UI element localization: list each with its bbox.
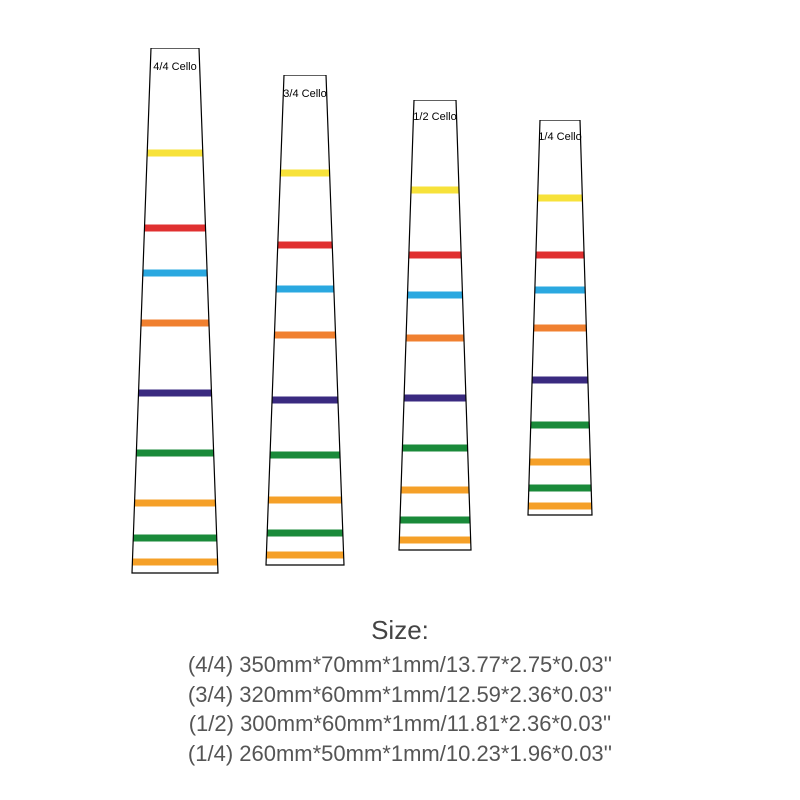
fret-stripe <box>137 390 214 397</box>
fret-stripe <box>526 503 593 510</box>
fret-stripe <box>397 537 472 544</box>
fret-stripe <box>134 450 215 457</box>
diagram-canvas: 4/4 Cello 3/4 Cello 1/2 Cello 1/4 Cello … <box>0 0 800 800</box>
fret-stripe <box>527 485 593 492</box>
size-block: Size: (4/4) 350mm*70mm*1mm/13.77*2.75*0.… <box>0 615 800 769</box>
fret-stripe <box>142 225 207 232</box>
fret-stripe <box>278 170 331 177</box>
fret-stripe <box>265 530 345 537</box>
fret-stripe <box>407 252 463 259</box>
fret-stripe <box>264 552 345 559</box>
fret-stripe <box>398 517 472 524</box>
fret-stripe <box>406 292 465 299</box>
fingerboard-outline <box>266 75 344 565</box>
fret-stripe <box>276 242 334 249</box>
size-title: Size: <box>0 615 800 646</box>
size-line-3: (1/4) 260mm*50mm*1mm/10.23*1.96*0.03'' <box>0 739 800 769</box>
fret-stripe <box>404 335 466 342</box>
fret-stripe <box>536 195 585 202</box>
fret-stripe <box>266 497 343 504</box>
fingerboard-44: 4/4 Cello <box>130 48 220 575</box>
fingerboard-12: 1/2 Cello <box>397 100 473 552</box>
fret-stripe <box>131 535 218 542</box>
fret-stripe <box>529 422 592 429</box>
fret-stripe <box>528 459 593 466</box>
size-line-2: (1/2) 300mm*60mm*1mm/11.81*2.36*0.03'' <box>0 709 800 739</box>
fret-stripe <box>272 332 337 339</box>
fret-stripe <box>530 377 590 384</box>
fingerboard-label: 4/4 Cello <box>153 61 196 73</box>
fingerboard-label: 1/2 Cello <box>413 111 456 123</box>
fret-stripe <box>133 500 218 507</box>
fret-stripe <box>130 559 219 566</box>
fingerboard-outline <box>132 48 218 573</box>
size-line-0: (4/4) 350mm*70mm*1mm/13.77*2.75*0.03'' <box>0 650 800 680</box>
fret-stripe <box>274 286 336 293</box>
fret-stripe <box>400 445 469 452</box>
fingerboard-14: 1/4 Cello <box>526 120 594 517</box>
fret-stripe <box>402 395 468 402</box>
fret-stripe <box>145 150 205 157</box>
size-line-1: (3/4) 320mm*60mm*1mm/12.59*2.36*0.03'' <box>0 680 800 710</box>
fret-stripe <box>532 325 589 332</box>
fingerboard-outline <box>399 100 471 550</box>
fingerboard-outline <box>528 120 592 515</box>
fret-stripe <box>268 452 342 459</box>
fingerboard-label: 3/4 Cello <box>283 88 326 100</box>
fret-stripe <box>533 287 587 294</box>
fingerboard-label: 1/4 Cello <box>538 131 581 143</box>
fret-stripe <box>409 187 461 194</box>
fret-stripe <box>534 252 586 259</box>
fret-stripe <box>270 397 340 404</box>
fingerboard-34: 3/4 Cello <box>264 75 346 567</box>
fret-stripe <box>139 320 211 327</box>
fret-stripe <box>141 270 209 277</box>
fret-stripe <box>399 487 471 494</box>
